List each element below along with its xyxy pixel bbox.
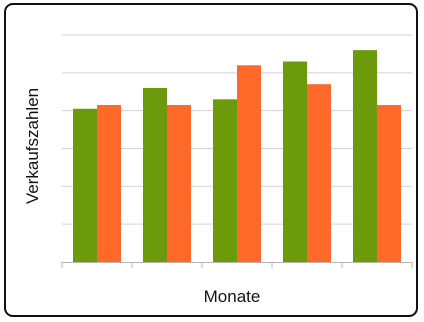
y-axis-label: Verkaufszahlen xyxy=(23,88,42,204)
x-axis-label: Monate xyxy=(204,287,261,306)
bars xyxy=(73,50,401,263)
x-axis xyxy=(61,262,413,268)
bar-series-2-4 xyxy=(307,84,331,262)
bar-series-2-5 xyxy=(377,104,401,262)
bar-series-2-3 xyxy=(237,65,261,263)
bar-series-1-5 xyxy=(353,50,377,263)
bar-series-2-2 xyxy=(167,104,191,262)
bar-series-1-1 xyxy=(73,108,97,263)
bar-series-1-3 xyxy=(213,99,237,262)
bar-series-1-4 xyxy=(283,61,307,262)
bar-series-1-2 xyxy=(143,87,167,262)
bar-series-2-1 xyxy=(97,104,121,262)
